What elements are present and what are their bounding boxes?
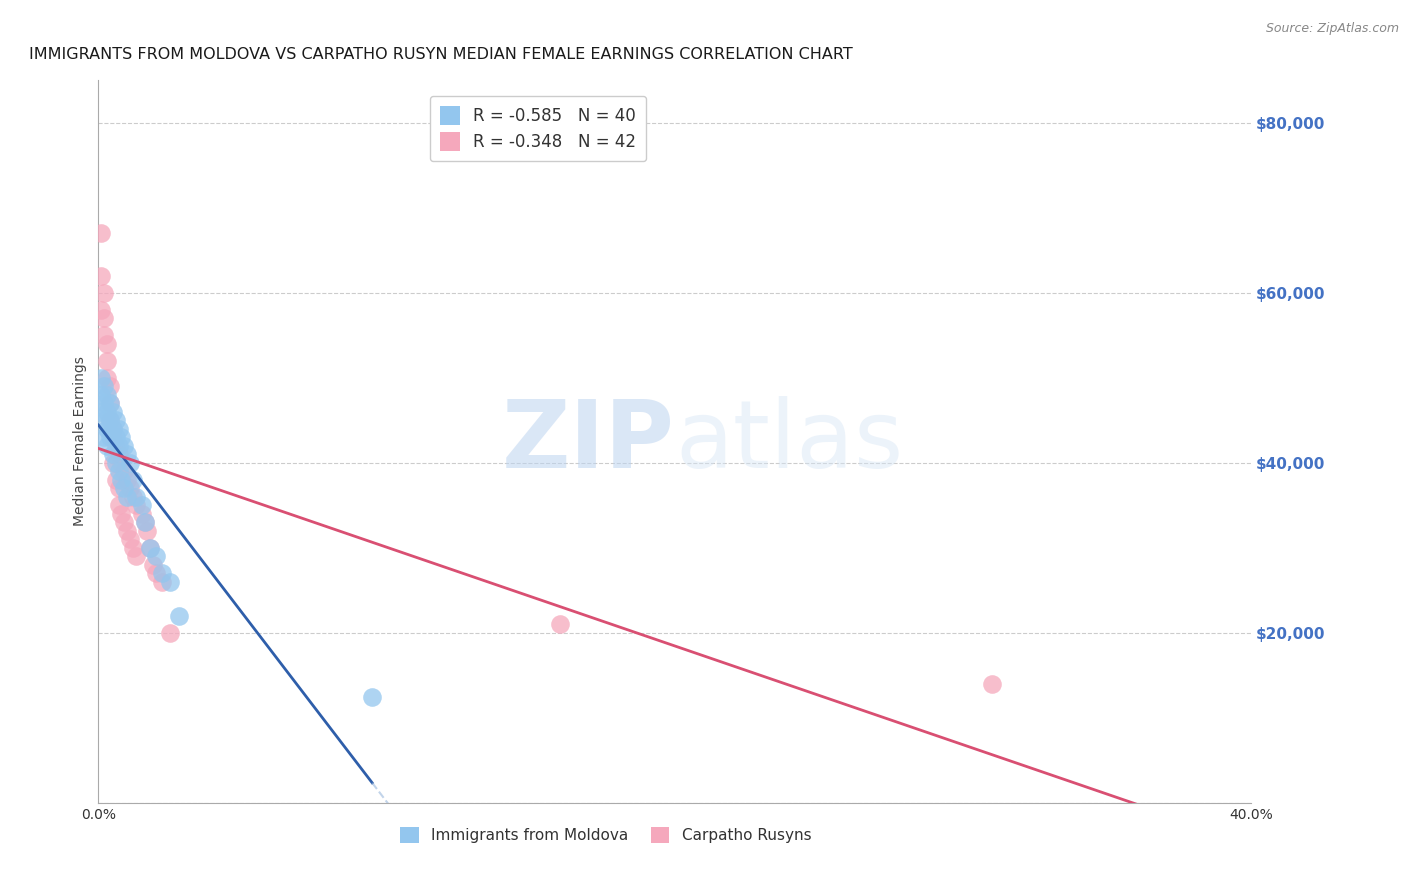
Point bbox=[101, 430, 124, 444]
Y-axis label: Median Female Earnings: Median Female Earnings bbox=[73, 357, 87, 526]
Point bbox=[131, 507, 153, 521]
Point bbox=[96, 405, 118, 419]
Point bbox=[107, 422, 129, 436]
Point bbox=[98, 413, 121, 427]
Point bbox=[96, 388, 118, 402]
Point bbox=[96, 353, 118, 368]
Point bbox=[145, 566, 167, 581]
Point bbox=[107, 464, 129, 478]
Point bbox=[107, 498, 129, 512]
Text: Source: ZipAtlas.com: Source: ZipAtlas.com bbox=[1265, 22, 1399, 36]
Text: IMMIGRANTS FROM MOLDOVA VS CARPATHO RUSYN MEDIAN FEMALE EARNINGS CORRELATION CHA: IMMIGRANTS FROM MOLDOVA VS CARPATHO RUSY… bbox=[30, 47, 853, 62]
Point bbox=[98, 430, 121, 444]
Point bbox=[101, 456, 124, 470]
Legend: Immigrants from Moldova, Carpatho Rusyns: Immigrants from Moldova, Carpatho Rusyns bbox=[394, 822, 817, 849]
Point bbox=[107, 439, 129, 453]
Point bbox=[93, 285, 115, 300]
Point bbox=[159, 625, 181, 640]
Point bbox=[104, 456, 127, 470]
Point bbox=[90, 405, 112, 419]
Point bbox=[112, 516, 135, 530]
Point bbox=[139, 541, 162, 555]
Point bbox=[125, 498, 148, 512]
Point bbox=[122, 490, 145, 504]
Point bbox=[145, 549, 167, 564]
Point bbox=[110, 473, 132, 487]
Point bbox=[101, 422, 124, 436]
Point bbox=[122, 473, 145, 487]
Point bbox=[117, 490, 139, 504]
Point bbox=[112, 464, 135, 478]
Point bbox=[90, 302, 112, 317]
Point bbox=[110, 430, 132, 444]
Point bbox=[101, 447, 124, 461]
Point bbox=[548, 617, 571, 632]
Point bbox=[93, 396, 115, 410]
Point bbox=[361, 690, 384, 704]
Point bbox=[150, 566, 173, 581]
Point bbox=[117, 473, 139, 487]
Point bbox=[90, 388, 112, 402]
Point bbox=[134, 516, 156, 530]
Point bbox=[104, 413, 127, 427]
Point bbox=[110, 507, 132, 521]
Point bbox=[90, 227, 112, 241]
Text: ZIP: ZIP bbox=[502, 395, 675, 488]
Point bbox=[981, 677, 1004, 691]
Point bbox=[93, 430, 115, 444]
Point bbox=[107, 481, 129, 495]
Point bbox=[159, 574, 181, 589]
Point bbox=[96, 371, 118, 385]
Point bbox=[117, 524, 139, 538]
Point bbox=[142, 558, 165, 572]
Point bbox=[131, 498, 153, 512]
Point bbox=[107, 447, 129, 461]
Point bbox=[93, 379, 115, 393]
Point bbox=[101, 422, 124, 436]
Point bbox=[93, 311, 115, 326]
Point bbox=[98, 379, 121, 393]
Point bbox=[150, 574, 173, 589]
Point bbox=[98, 396, 121, 410]
Point bbox=[134, 516, 156, 530]
Point bbox=[98, 413, 121, 427]
Point bbox=[93, 328, 115, 343]
Point bbox=[125, 490, 148, 504]
Point bbox=[112, 439, 135, 453]
Text: atlas: atlas bbox=[675, 395, 903, 488]
Point bbox=[125, 549, 148, 564]
Point bbox=[136, 524, 159, 538]
Point bbox=[117, 447, 139, 461]
Point bbox=[120, 456, 142, 470]
Point bbox=[139, 541, 162, 555]
Point bbox=[110, 456, 132, 470]
Point bbox=[93, 413, 115, 427]
Point bbox=[104, 473, 127, 487]
Point bbox=[112, 481, 135, 495]
Point bbox=[120, 533, 142, 547]
Point bbox=[90, 371, 112, 385]
Point bbox=[90, 268, 112, 283]
Point bbox=[96, 336, 118, 351]
Point bbox=[120, 481, 142, 495]
Point bbox=[122, 541, 145, 555]
Point bbox=[101, 405, 124, 419]
Point bbox=[167, 608, 190, 623]
Point bbox=[104, 439, 127, 453]
Point bbox=[96, 439, 118, 453]
Point bbox=[104, 430, 127, 444]
Point bbox=[98, 396, 121, 410]
Point bbox=[96, 422, 118, 436]
